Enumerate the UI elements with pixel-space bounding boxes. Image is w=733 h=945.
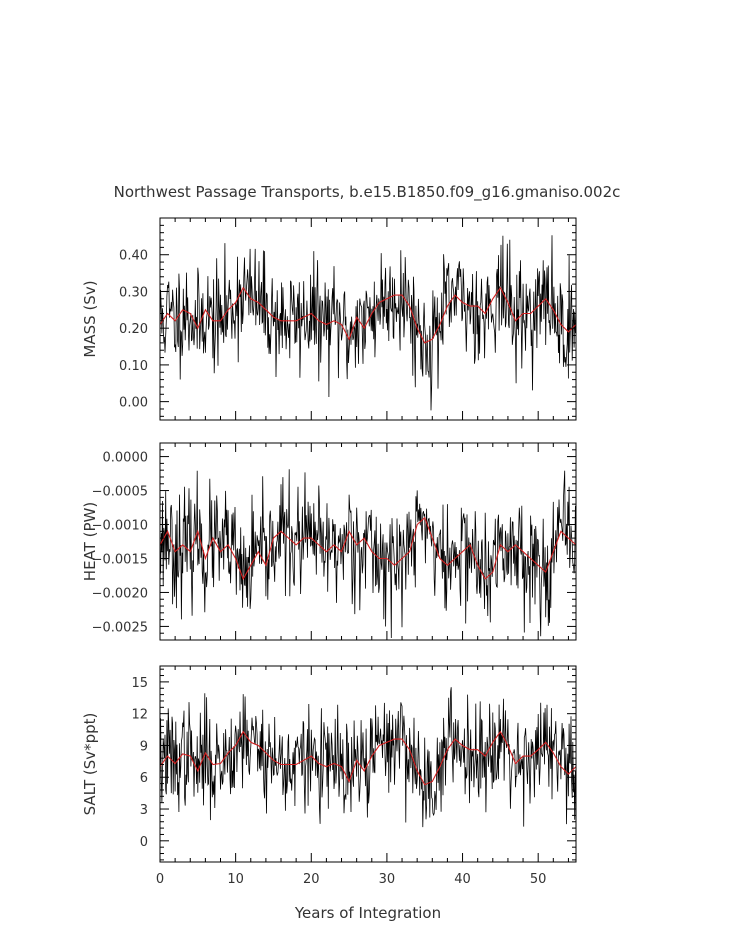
salt-ytick-label: 15 — [131, 676, 148, 691]
panel-salt: 0 3 6 9 12 15 SALT (Sv*ppt) 0 10 20 30 40 50 — [81, 665, 577, 887]
salt-raw-series — [159, 687, 576, 828]
xtick-label: 30 — [379, 872, 396, 887]
xtick-label: 10 — [227, 872, 244, 887]
salt-y-axis-title: SALT (Sv*ppt) — [81, 713, 99, 816]
xtick-label: 50 — [530, 872, 547, 887]
xtick-label: 40 — [454, 872, 471, 887]
mass-ytick-label: 0.30 — [119, 285, 148, 300]
heat-ytick-label: −0.0020 — [92, 586, 148, 601]
salt-ytick-label: 3 — [140, 803, 148, 818]
heat-ytick-label: −0.0015 — [92, 552, 148, 567]
xtick-label: 20 — [303, 872, 320, 887]
heat-ytick-label: −0.0010 — [92, 519, 148, 534]
mass-smoothed-series — [159, 286, 577, 344]
heat-smoothed-series — [159, 516, 577, 581]
chart-title: Northwest Passage Transports, b.e15.B185… — [114, 183, 621, 202]
panel-heat: 0.0000 −0.0005 −0.0010 −0.0015 −0.0020 −0.002… — [81, 442, 577, 641]
mass-y-axis-title: MASS (Sv) — [81, 280, 99, 357]
mass-ytick-label: 0.10 — [119, 359, 148, 374]
mass-ytick-label: 0.00 — [119, 396, 148, 411]
heat-raw-series — [159, 469, 576, 639]
mass-raw-series — [159, 235, 576, 411]
heat-y-axis-title: HEAT (PW) — [81, 502, 99, 581]
salt-ytick-label: 12 — [131, 708, 148, 723]
mass-ytick-label: 0.20 — [119, 322, 148, 337]
mass-ytick-label: 0.40 — [119, 249, 148, 264]
panel-mass: 0.00 0.10 0.20 0.30 0.40 MASS (Sv) — [81, 217, 577, 421]
heat-ytick-label: −0.0025 — [92, 620, 148, 635]
xtick-label: 0 — [156, 872, 164, 887]
heat-ytick-label: 0.0000 — [103, 451, 149, 466]
salt-ytick-label: 6 — [140, 771, 148, 786]
heat-ytick-label: −0.0005 — [92, 485, 148, 500]
x-axis-title: Years of Integration — [294, 904, 441, 922]
salt-ytick-label: 0 — [140, 835, 148, 850]
heat-plot-frame — [159, 442, 577, 641]
mass-plot-frame — [159, 217, 577, 421]
panels: 0.00 0.10 0.20 0.30 0.40 MASS (Sv) 0.0000 −0.00… — [81, 217, 577, 887]
salt-plot-frame — [159, 665, 577, 863]
salt-smoothed-series — [159, 730, 577, 786]
salt-ytick-label: 9 — [140, 739, 148, 754]
